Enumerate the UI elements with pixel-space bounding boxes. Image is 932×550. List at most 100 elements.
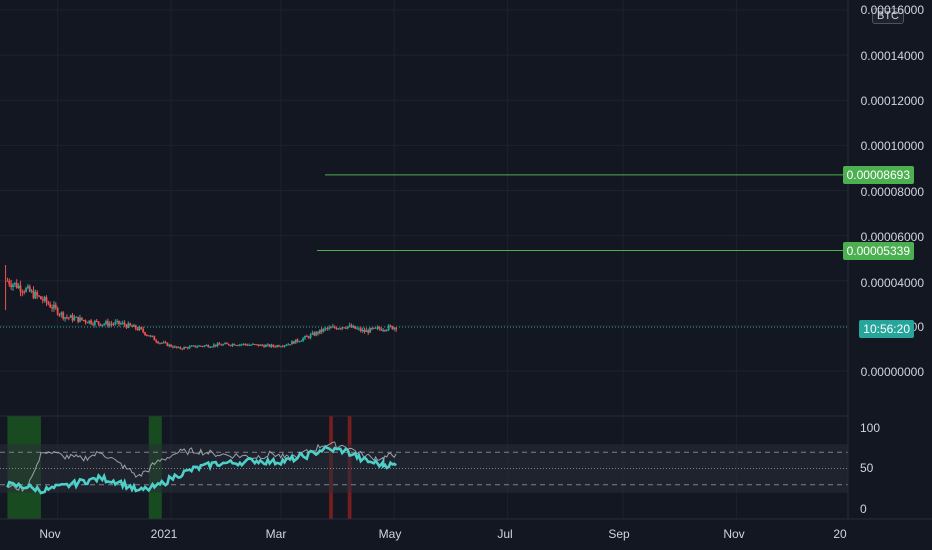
candle-body	[346, 326, 349, 329]
candle-body	[211, 346, 213, 348]
candle-body	[307, 336, 310, 338]
candle-body	[134, 325, 137, 329]
candle-body	[142, 328, 145, 333]
candle-body	[12, 284, 14, 288]
candle-body	[30, 290, 33, 292]
candle-body	[60, 312, 63, 315]
price-tick-label: 0.00004000	[860, 276, 924, 290]
candle-body	[93, 320, 96, 325]
time-tick-label: Jul	[497, 527, 513, 541]
candle-body	[188, 346, 191, 349]
candle-body	[276, 345, 278, 347]
candle-body	[352, 326, 355, 328]
candle-body	[144, 332, 146, 335]
candle-body	[343, 327, 345, 329]
candle-body	[289, 344, 292, 346]
candle-body	[304, 336, 306, 339]
candle-body	[320, 329, 323, 332]
price-level-tag[interactable]: 0.00008693	[842, 166, 914, 184]
candle-body	[387, 325, 390, 330]
candle-body	[272, 344, 275, 347]
currency-badge[interactable]: BTC	[872, 8, 904, 24]
candle-body	[79, 317, 81, 322]
candle-body	[371, 328, 373, 330]
candle-body	[365, 330, 368, 333]
candle-body	[131, 325, 133, 327]
candle-body	[198, 345, 200, 347]
candle-body	[235, 345, 238, 347]
candle-body	[315, 331, 318, 336]
candle-body	[105, 321, 107, 324]
candle-body	[54, 304, 57, 308]
candle-body	[263, 345, 265, 348]
candle-body	[287, 344, 290, 346]
candle-body	[358, 328, 360, 330]
candle-body	[240, 344, 243, 346]
candle-body	[270, 344, 273, 347]
candle-body	[205, 345, 208, 347]
candle-body	[227, 343, 230, 346]
candle-body	[212, 344, 215, 347]
candle-body	[99, 323, 102, 326]
candle-body	[395, 327, 398, 330]
candle-body	[385, 329, 388, 331]
candle-body	[283, 345, 286, 347]
candle-body	[149, 335, 152, 337]
candle-body	[378, 327, 381, 329]
candle-body	[224, 343, 226, 345]
candle-body	[369, 328, 371, 333]
candle-body	[201, 346, 204, 348]
candle-body	[51, 307, 53, 309]
candle-body	[129, 323, 132, 326]
candle-body	[64, 317, 66, 319]
candle-body	[363, 329, 366, 333]
candle-body	[231, 344, 234, 346]
candle-body	[97, 321, 100, 324]
candle-body	[157, 341, 159, 344]
candle-body	[291, 341, 293, 345]
candle-body	[101, 324, 104, 326]
candle-body	[281, 346, 284, 348]
rsi-tick-label: 0	[860, 502, 867, 516]
candle-body	[324, 328, 327, 330]
candle-body	[170, 344, 172, 347]
candle-body	[274, 346, 277, 348]
price-candles[interactable]	[5, 264, 398, 351]
candle-body	[246, 344, 249, 346]
candle-body	[103, 323, 106, 325]
candle-body	[382, 330, 384, 332]
candle-body	[123, 322, 126, 326]
candle-body	[125, 325, 128, 328]
candle-body	[146, 334, 148, 336]
candle-body	[138, 327, 141, 331]
price-level-tag[interactable]: 0.00005339	[842, 242, 914, 260]
candle-body	[265, 345, 267, 348]
candle-body	[132, 325, 135, 327]
candle-body	[43, 297, 46, 301]
candle-body	[194, 345, 197, 348]
candle-body	[17, 285, 20, 288]
candle-body	[250, 344, 252, 346]
candle-body	[15, 282, 18, 288]
bar-countdown-tag[interactable]: 10:56:20	[859, 320, 914, 338]
candle-body	[266, 344, 269, 346]
candle-body	[106, 321, 109, 326]
candle-body	[344, 327, 347, 329]
candle-body	[190, 345, 193, 347]
candle-body	[19, 285, 22, 292]
candle-body	[121, 322, 124, 324]
candle-body	[177, 347, 180, 349]
candle-body	[214, 344, 217, 347]
candle-body	[359, 328, 362, 332]
price-tick-label: 0.00014000	[860, 49, 924, 63]
candle-body	[296, 339, 299, 342]
horizontal-levels[interactable]	[0, 174, 848, 328]
candle-body	[49, 304, 52, 308]
candle-body	[71, 315, 74, 321]
candle-body	[6, 280, 9, 282]
candle-body	[285, 345, 288, 347]
time-tick-label: May	[378, 527, 402, 541]
candle-body	[393, 327, 396, 330]
candle-body	[26, 286, 29, 289]
